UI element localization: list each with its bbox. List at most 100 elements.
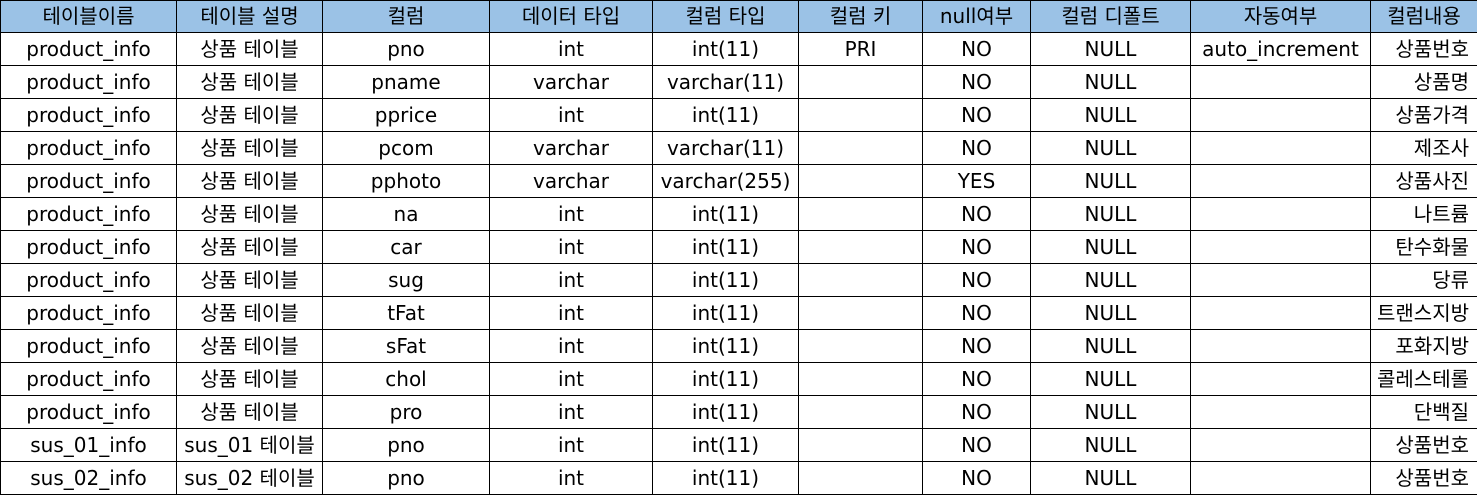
auto-cell [1190, 263, 1371, 297]
column-name-cell: pprice [322, 98, 490, 132]
data-type-cell: int [489, 395, 653, 429]
column-default-cell: NULL [1030, 131, 1191, 165]
table-row: product_info 상품 테이블 sug int int(11) NO NULL 당류 [0, 263, 1477, 297]
column-name-cell: car [322, 230, 490, 264]
table-body: product_info 상품 테이블 pno int int(11) PRI NO NULL… [0, 32, 1477, 495]
table-row: product_info 상품 테이블 car int int(11) NO NULL 탄수화… [0, 230, 1477, 264]
auto-cell [1190, 428, 1371, 462]
table-name-cell: product_info [0, 230, 177, 264]
column-content-cell: 당류 [1370, 263, 1477, 297]
table-desc-cell: 상품 테이블 [176, 32, 323, 66]
column-key-cell [798, 362, 923, 396]
column-name-cell: na [322, 197, 490, 231]
table-desc-cell: 상품 테이블 [176, 362, 323, 396]
column-content-cell: 트랜스지방 [1370, 296, 1477, 330]
auto-cell [1190, 362, 1371, 396]
table-row: product_info 상품 테이블 sFat int int(11) NO NULL 포화… [0, 329, 1477, 363]
data-type-cell: int [489, 329, 653, 363]
auto-cell [1190, 65, 1371, 99]
table-name-cell: product_info [0, 197, 177, 231]
nullable-cell: YES [922, 164, 1031, 198]
column-content-cell: 상품번호 [1370, 461, 1477, 495]
auto-cell [1190, 329, 1371, 363]
table-row: sus_01_info sus_01 테이블 pno int int(11) NO NULL… [0, 428, 1477, 462]
column-default-cell: NULL [1030, 329, 1191, 363]
column-content-cell: 탄수화물 [1370, 230, 1477, 264]
table-row: product_info 상품 테이블 tFat int int(11) NO NULL 트랜… [0, 296, 1477, 330]
table-row: product_info 상품 테이블 pprice int int(11) NO NULL… [0, 98, 1477, 132]
auto-cell [1190, 164, 1371, 198]
column-type-cell: varchar(255) [652, 164, 799, 198]
auto-cell [1190, 461, 1371, 495]
column-key-cell [798, 164, 923, 198]
column-name-cell: pname [322, 65, 490, 99]
auto-cell [1190, 395, 1371, 429]
header-data-type: 데이터 타입 [489, 0, 653, 33]
column-type-cell: int(11) [652, 296, 799, 330]
nullable-cell: NO [922, 428, 1031, 462]
nullable-cell: NO [922, 461, 1031, 495]
column-type-cell: int(11) [652, 263, 799, 297]
table-desc-cell: 상품 테이블 [176, 263, 323, 297]
column-content-cell: 상품번호 [1370, 428, 1477, 462]
nullable-cell: NO [922, 362, 1031, 396]
column-name-cell: pcom [322, 131, 490, 165]
header-column-type: 컬럼 타입 [652, 0, 799, 33]
column-type-cell: varchar(11) [652, 65, 799, 99]
nullable-cell: NO [922, 65, 1031, 99]
column-content-cell: 콜레스테롤 [1370, 362, 1477, 396]
data-type-cell: int [489, 197, 653, 231]
column-default-cell: NULL [1030, 164, 1191, 198]
column-content-cell: 포화지방 [1370, 329, 1477, 363]
header-row: 테이블이름 테이블 설명 컬럼 데이터 타입 컬럼 타입 컬럼 키 null여부… [0, 0, 1477, 33]
table-desc-cell: 상품 테이블 [176, 395, 323, 429]
column-default-cell: NULL [1030, 65, 1191, 99]
table-row: sus_02_info sus_02 테이블 pno int int(11) NO NULL… [0, 461, 1477, 495]
column-key-cell [798, 395, 923, 429]
table-desc-cell: sus_01 테이블 [176, 428, 323, 462]
column-key-cell [798, 131, 923, 165]
nullable-cell: NO [922, 296, 1031, 330]
table-desc-cell: 상품 테이블 [176, 131, 323, 165]
nullable-cell: NO [922, 98, 1031, 132]
column-type-cell: int(11) [652, 230, 799, 264]
column-default-cell: NULL [1030, 461, 1191, 495]
column-key-cell [798, 329, 923, 363]
header-column: 컬럼 [322, 0, 490, 33]
table-row: product_info 상품 테이블 pname varchar varchar(11… [0, 65, 1477, 99]
column-name-cell: sFat [322, 329, 490, 363]
data-type-cell: int [489, 230, 653, 264]
table-name-cell: sus_01_info [0, 428, 177, 462]
table-desc-cell: 상품 테이블 [176, 98, 323, 132]
auto-cell: auto_increment [1190, 32, 1371, 66]
table-name-cell: product_info [0, 98, 177, 132]
nullable-cell: NO [922, 395, 1031, 429]
header-auto: 자동여부 [1190, 0, 1371, 33]
column-default-cell: NULL [1030, 428, 1191, 462]
header-table-desc: 테이블 설명 [176, 0, 323, 33]
column-type-cell: int(11) [652, 362, 799, 396]
auto-cell [1190, 131, 1371, 165]
table-desc-cell: 상품 테이블 [176, 230, 323, 264]
table-name-cell: product_info [0, 263, 177, 297]
table-name-cell: product_info [0, 329, 177, 363]
column-content-cell: 상품사진 [1370, 164, 1477, 198]
column-type-cell: int(11) [652, 32, 799, 66]
column-content-cell: 단백질 [1370, 395, 1477, 429]
column-type-cell: int(11) [652, 197, 799, 231]
column-type-cell: int(11) [652, 395, 799, 429]
column-type-cell: int(11) [652, 98, 799, 132]
table-name-cell: product_info [0, 65, 177, 99]
nullable-cell: NO [922, 230, 1031, 264]
column-content-cell: 상품명 [1370, 65, 1477, 99]
table-desc-cell: 상품 테이블 [176, 197, 323, 231]
column-content-cell: 상품가격 [1370, 98, 1477, 132]
column-name-cell: pphoto [322, 164, 490, 198]
column-name-cell: pno [322, 428, 490, 462]
table-name-cell: product_info [0, 164, 177, 198]
header-column-content: 컬럼내용 [1370, 0, 1477, 33]
table-desc-cell: 상품 테이블 [176, 164, 323, 198]
column-type-cell: int(11) [652, 329, 799, 363]
nullable-cell: NO [922, 329, 1031, 363]
data-type-cell: int [489, 296, 653, 330]
